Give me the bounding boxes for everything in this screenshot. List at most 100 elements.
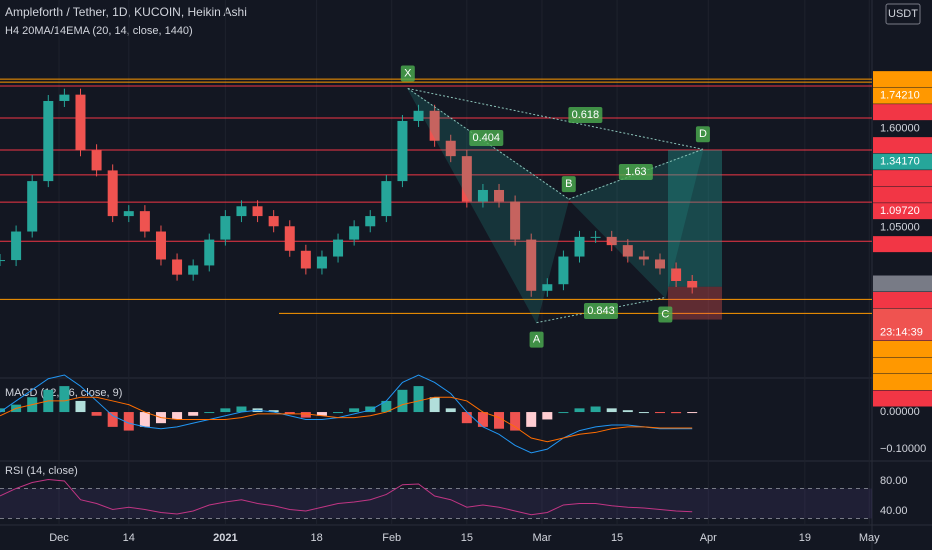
- x-tick-label: Feb: [382, 532, 401, 544]
- x-tick-label: 18: [310, 532, 322, 544]
- price-label-box: [873, 236, 932, 253]
- candle: [622, 245, 633, 257]
- x-tick-label: 2021: [213, 532, 237, 544]
- x-tick-label: Dec: [49, 532, 69, 544]
- rsi-tick-label: 40.00: [880, 505, 908, 517]
- candle: [172, 259, 183, 275]
- macd-signal-line: [0, 396, 693, 443]
- price-label-box: [873, 87, 932, 104]
- x-tick-label: May: [859, 532, 880, 544]
- y-tick-label: 1.60000: [880, 123, 920, 135]
- candle: [316, 256, 327, 269]
- macd-tick-label: −0.10000: [880, 443, 926, 455]
- macd-bar: [429, 397, 440, 413]
- macd-bar: [333, 412, 344, 414]
- stop-zone: [668, 286, 722, 320]
- candle: [236, 206, 247, 217]
- candle: [510, 201, 521, 240]
- price-label-box: [873, 275, 932, 292]
- price-label-box: [873, 71, 932, 88]
- macd-bar: [574, 408, 585, 413]
- countdown: 23:14:39: [880, 326, 923, 338]
- macd-bar: [461, 412, 472, 424]
- rsi-title: RSI (14, close): [5, 465, 78, 477]
- macd-bar: [268, 410, 279, 413]
- rsi-band: [0, 488, 872, 519]
- candle: [413, 110, 424, 121]
- candle: [300, 250, 311, 269]
- rsi-line: [0, 478, 693, 516]
- y-tick-label: 1.05000: [880, 222, 920, 234]
- macd-bar: [220, 408, 231, 413]
- macd-bar: [590, 406, 601, 413]
- price-label-box: [873, 153, 932, 170]
- pattern-point-box: [561, 176, 576, 193]
- macd-bar: [413, 386, 424, 413]
- price-label-box: [873, 292, 932, 309]
- candle: [461, 156, 472, 202]
- currency-box[interactable]: [885, 3, 921, 25]
- pattern-point-box: [529, 331, 544, 348]
- candle: [204, 239, 215, 266]
- candle: [220, 216, 231, 240]
- candle: [139, 211, 150, 232]
- price-label-box: [873, 357, 932, 374]
- pattern-point-box: [695, 126, 710, 143]
- candle: [268, 216, 279, 227]
- ratio-box: [618, 164, 653, 180]
- x-tick-label: 15: [611, 532, 623, 544]
- macd-tick-label: 0.00000: [880, 406, 920, 418]
- pattern-point-label: X: [404, 67, 412, 79]
- price-label-box: [873, 308, 932, 341]
- pattern-point-label: B: [565, 178, 572, 190]
- candle: [252, 206, 263, 217]
- macd-bar: [316, 412, 327, 416]
- macd-bar: [365, 406, 376, 413]
- ratio-label: 0.843: [587, 305, 615, 317]
- pattern-point-label: A: [533, 334, 541, 346]
- price-label-box: [873, 341, 932, 358]
- macd-bar: [204, 412, 215, 414]
- candle: [638, 256, 649, 260]
- price-label-box: [873, 170, 932, 187]
- candle: [381, 181, 392, 217]
- price-label: 1.34170: [880, 156, 920, 168]
- indicator-label: H4 20MA/14EMA (20, 14, close, 1440): [5, 25, 193, 37]
- x-tick-label: 19: [799, 532, 811, 544]
- ratio-box: [469, 130, 504, 146]
- price-label-box: [873, 186, 932, 203]
- ratio-label: 0.404: [473, 132, 501, 144]
- candle: [365, 216, 376, 227]
- macd-macd-line: [0, 374, 693, 454]
- macd-bar: [526, 412, 537, 427]
- macd-bar: [542, 412, 553, 420]
- candle: [11, 231, 22, 261]
- pattern-point-box: [400, 65, 415, 82]
- candle: [542, 284, 553, 291]
- candle: [526, 239, 537, 291]
- candle: [284, 226, 295, 251]
- macd-bar: [123, 412, 134, 431]
- candle: [671, 268, 682, 281]
- pattern-point-label: C: [661, 308, 669, 320]
- candle: [155, 231, 166, 260]
- macd-bar: [59, 386, 70, 413]
- price-label-box: [873, 137, 932, 154]
- candle: [687, 280, 698, 288]
- macd-bar: [107, 412, 118, 427]
- x-tick-label: 15: [461, 532, 473, 544]
- candle: [558, 256, 569, 285]
- macd-bar: [188, 412, 199, 416]
- price-label-box: [873, 203, 932, 220]
- macd-bar: [75, 400, 86, 413]
- macd-bar: [494, 412, 505, 429]
- target-zone: [668, 149, 722, 287]
- macd-bar: [671, 412, 682, 414]
- macd-bar: [381, 400, 392, 413]
- price-label: 1.09720: [880, 205, 920, 217]
- macd-bar: [91, 412, 102, 416]
- macd-bar: [300, 412, 311, 418]
- price-label-box: [873, 390, 932, 407]
- candle: [445, 140, 456, 157]
